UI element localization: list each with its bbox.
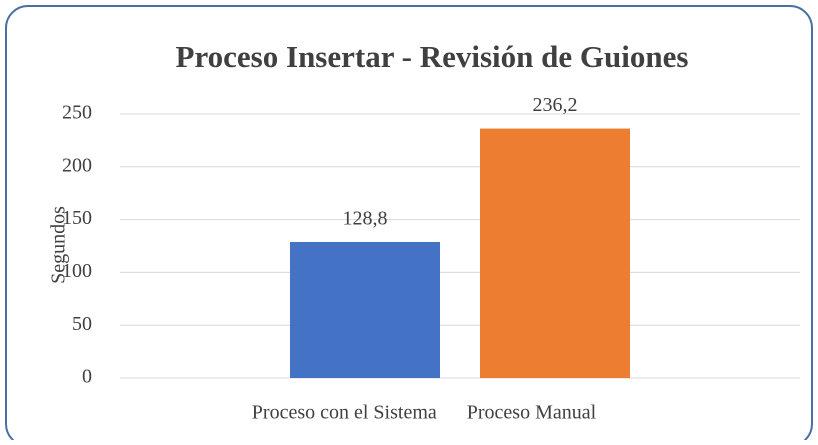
legend-label: Proceso con el Sistema — [252, 402, 437, 424]
bar — [480, 128, 630, 378]
data-label: 128,8 — [343, 208, 388, 230]
y-axis-label: Segundos — [48, 206, 70, 284]
y-tick-label: 150 — [62, 207, 92, 229]
y-tick-label: 100 — [62, 260, 92, 282]
data-label: 236,2 — [533, 94, 578, 116]
bar — [290, 241, 440, 378]
y-tick-label: 50 — [72, 313, 92, 335]
y-tick-label: 0 — [82, 366, 92, 388]
y-tick-label: 250 — [62, 102, 92, 124]
y-tick-label: 200 — [62, 154, 92, 176]
chart-title: Proceso Insertar - Revisión de Guiones — [176, 39, 689, 74]
legend-label: Proceso Manual — [467, 402, 597, 424]
